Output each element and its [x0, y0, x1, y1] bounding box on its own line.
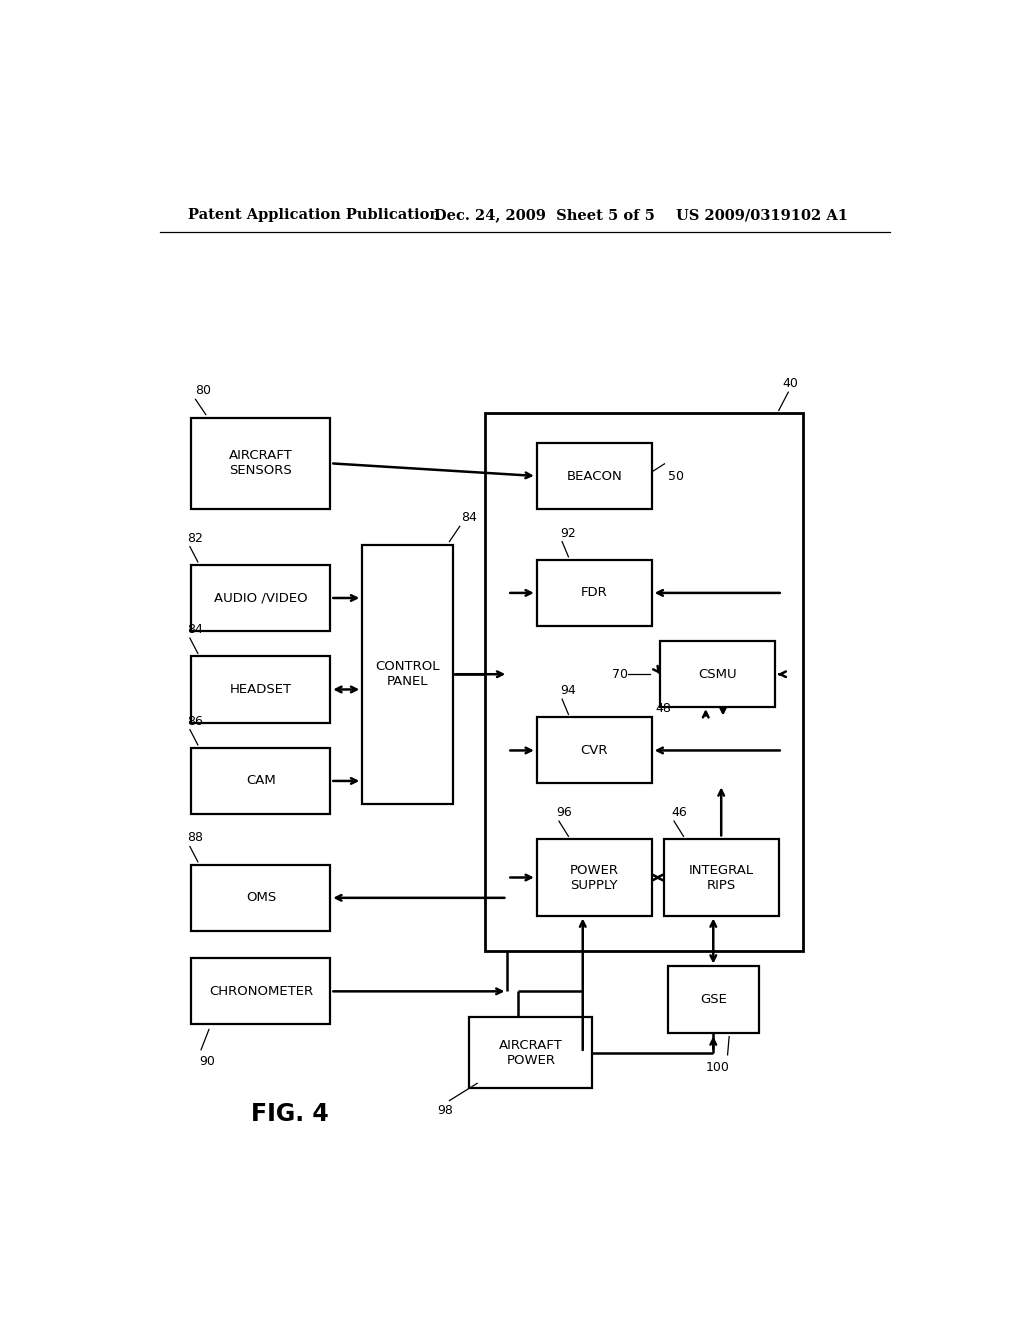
Text: 92: 92 — [560, 527, 577, 540]
Text: 94: 94 — [560, 684, 577, 697]
FancyBboxPatch shape — [469, 1018, 592, 1089]
FancyBboxPatch shape — [537, 560, 652, 626]
FancyBboxPatch shape — [537, 718, 652, 784]
FancyBboxPatch shape — [362, 545, 454, 804]
Text: AIRCRAFT
SENSORS: AIRCRAFT SENSORS — [229, 449, 293, 478]
Text: 46: 46 — [672, 807, 687, 818]
FancyBboxPatch shape — [191, 958, 331, 1024]
Text: GSE: GSE — [699, 993, 727, 1006]
Text: POWER
SUPPLY: POWER SUPPLY — [569, 863, 618, 891]
FancyBboxPatch shape — [191, 565, 331, 631]
Text: HEADSET: HEADSET — [229, 682, 292, 696]
Text: 98: 98 — [437, 1104, 454, 1117]
FancyBboxPatch shape — [537, 840, 652, 916]
Text: FIG. 4: FIG. 4 — [251, 1102, 329, 1126]
FancyBboxPatch shape — [537, 444, 652, 510]
Text: 100: 100 — [706, 1061, 729, 1074]
Text: 40: 40 — [782, 378, 799, 391]
Text: Dec. 24, 2009  Sheet 5 of 5: Dec. 24, 2009 Sheet 5 of 5 — [433, 209, 654, 222]
FancyBboxPatch shape — [664, 840, 779, 916]
Text: 84: 84 — [461, 511, 477, 524]
Text: Patent Application Publication: Patent Application Publication — [187, 209, 439, 222]
Text: 82: 82 — [187, 532, 204, 545]
Text: 80: 80 — [196, 384, 212, 397]
Text: AUDIO /VIDEO: AUDIO /VIDEO — [214, 591, 308, 605]
Text: 50: 50 — [668, 470, 684, 483]
Text: CVR: CVR — [581, 744, 608, 756]
Text: FDR: FDR — [581, 586, 607, 599]
Text: 96: 96 — [557, 807, 572, 818]
FancyBboxPatch shape — [668, 966, 759, 1032]
FancyBboxPatch shape — [191, 417, 331, 510]
FancyBboxPatch shape — [191, 656, 331, 722]
Text: AIRCRAFT
POWER: AIRCRAFT POWER — [499, 1039, 562, 1067]
FancyBboxPatch shape — [191, 748, 331, 814]
Text: INTEGRAL
RIPS: INTEGRAL RIPS — [689, 863, 754, 891]
Text: OMS: OMS — [246, 891, 276, 904]
Text: CSMU: CSMU — [698, 668, 736, 681]
Text: 88: 88 — [187, 832, 204, 845]
Text: 70: 70 — [612, 668, 628, 681]
Text: US 2009/0319102 A1: US 2009/0319102 A1 — [676, 209, 848, 222]
FancyBboxPatch shape — [485, 412, 803, 952]
Text: CHRONOMETER: CHRONOMETER — [209, 985, 313, 998]
FancyBboxPatch shape — [191, 865, 331, 931]
Text: BEACON: BEACON — [566, 470, 623, 483]
FancyBboxPatch shape — [659, 642, 775, 708]
Text: 86: 86 — [187, 714, 204, 727]
Text: 90: 90 — [200, 1055, 215, 1068]
Text: 84: 84 — [187, 623, 204, 636]
Text: CAM: CAM — [246, 775, 275, 788]
Text: CONTROL
PANEL: CONTROL PANEL — [376, 660, 440, 688]
Text: 48: 48 — [655, 702, 672, 715]
